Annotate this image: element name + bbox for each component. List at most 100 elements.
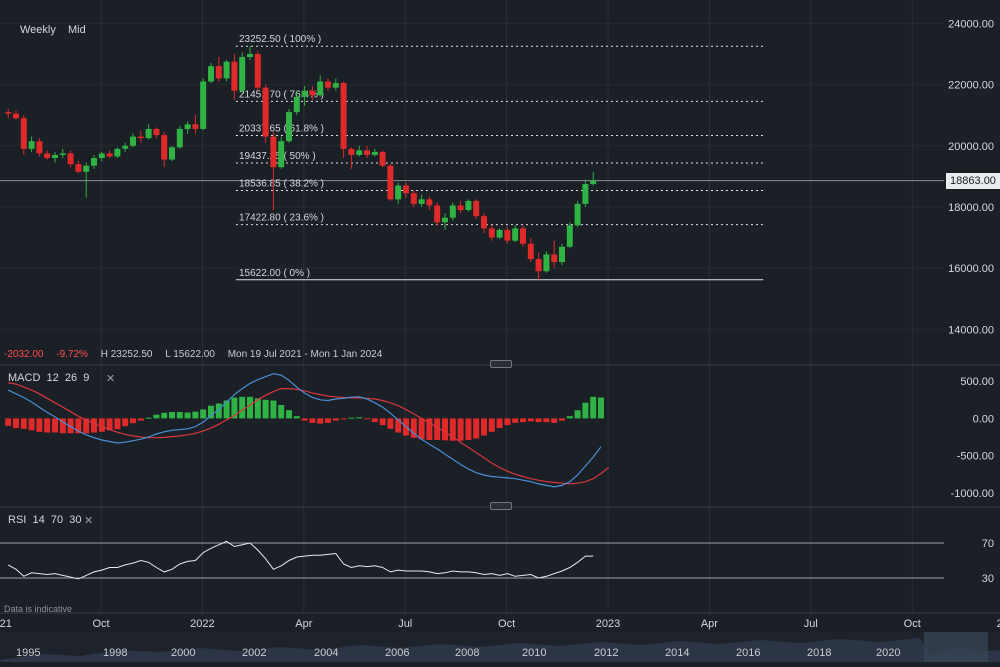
y-axis: 14000.00 16000.00 18000.00 20000.00 22000.00… [948, 18, 994, 585]
macd-histogram-bar [559, 418, 565, 421]
fib-level-label: 18536.85 ( 38.2% ) [239, 179, 324, 190]
navigator-bar[interactable]: 1995 1998 2000 2002 2004 2006 2008 2010 2012 2… [0, 632, 1000, 662]
candle [426, 196, 433, 211]
candle-body [574, 203, 581, 226]
rsi-y-tick-label: 30 [982, 573, 994, 585]
rsi-label: RSI 14 70 30 [8, 514, 82, 526]
navigator-window[interactable] [924, 632, 988, 662]
macd-histogram-bar [270, 400, 277, 419]
x-tick-label: Jul [398, 618, 412, 630]
price-type-button[interactable]: Mid [68, 24, 86, 36]
macd-histogram-bar [520, 418, 526, 423]
pane-resize-handle-rsi[interactable] [490, 502, 512, 510]
fibonacci-retracement: 23252.50 ( 100% ) 21451.70 ( 76.4% ) 20337… [235, 34, 764, 281]
candle-body [395, 185, 402, 200]
candle [114, 147, 121, 159]
fib-level-label: 21451.70 ( 76.4% ) [239, 89, 324, 100]
macd-histogram-bar [231, 397, 238, 419]
svg-text:2010: 2010 [522, 647, 546, 659]
candle-body [176, 128, 183, 148]
macd-y-tick-label: 500.00 [960, 376, 994, 388]
candle-body [200, 81, 207, 129]
pane-resize-handle-macd[interactable] [490, 360, 512, 368]
macd-histogram-bar [122, 418, 129, 427]
macd-histogram-bar [410, 418, 417, 438]
period-button[interactable]: Weekly [20, 24, 56, 36]
candle [20, 115, 27, 155]
macd-histogram-bar [192, 411, 199, 419]
x-tick-label: 2022 [190, 618, 214, 630]
candle [270, 132, 277, 211]
macd-line [7, 373, 602, 488]
macd-histogram-bar [208, 405, 214, 419]
macd-histogram-bar [488, 418, 495, 432]
macd-histogram-bar [20, 418, 27, 429]
candle [98, 151, 105, 162]
macd-histogram-bar [473, 418, 480, 439]
candle-body [20, 118, 27, 149]
candle [215, 57, 222, 82]
candle [340, 81, 347, 159]
price-y-tick-label: 24000.00 [948, 18, 994, 30]
macd-histogram-bar [75, 418, 82, 434]
candle-body [122, 145, 129, 149]
svg-text:2000: 2000 [171, 647, 195, 659]
candle [293, 90, 300, 116]
candle-body [543, 254, 550, 272]
macd-histogram-bar [215, 403, 222, 419]
x-tick-label: Oct [92, 618, 109, 630]
macd-y-tick-label: 0.00 [973, 413, 994, 425]
macd-histogram-bar [28, 418, 35, 431]
macd-histogram-bar [535, 418, 542, 423]
macd-histogram-bar [239, 396, 246, 419]
svg-text:2002: 2002 [242, 647, 266, 659]
macd-close-icon[interactable]: ✕ [106, 373, 116, 385]
chart-canvas[interactable]: 23252.50 ( 100% ) 21451.70 ( 76.4% ) 20337… [0, 0, 1000, 632]
price-y-tick-label: 20000.00 [948, 141, 994, 153]
macd-histogram-bar [340, 418, 347, 420]
fib-level-label: 15622.00 ( 0% ) [239, 268, 310, 279]
macd-histogram-bar [13, 418, 19, 429]
macd-histogram-bar [262, 399, 269, 419]
macd-histogram-bar [496, 418, 503, 429]
candle [332, 78, 339, 91]
candle [247, 46, 253, 61]
macd-histogram-bar [590, 396, 597, 419]
candle [169, 145, 175, 162]
candle [52, 151, 58, 163]
candle [36, 138, 43, 157]
rsi-close-icon[interactable]: ✕ [84, 515, 94, 527]
candle-body [488, 228, 495, 238]
fib-level-label: 17422.80 ( 23.6% ) [239, 213, 324, 224]
rsi-pane [0, 540, 944, 580]
candle [13, 110, 19, 120]
candle-body [520, 228, 526, 244]
macd-histogram-bar [286, 410, 292, 419]
macd-histogram-bar [44, 418, 51, 433]
price-y-tick-label: 22000.00 [948, 80, 994, 92]
svg-text:2008: 2008 [455, 647, 479, 659]
candle [566, 222, 573, 249]
price-y-tick-label: 18000.00 [948, 202, 994, 214]
fib-level-label: 23252.50 ( 100% ) [239, 34, 321, 45]
candle-body [262, 87, 269, 137]
candle-body [13, 113, 19, 119]
candle [262, 84, 269, 143]
candle [395, 182, 402, 204]
candle [325, 78, 331, 91]
macd-histogram-bar [527, 418, 534, 422]
candle-body [98, 153, 105, 159]
candle [527, 237, 534, 263]
macd-histogram-bar [426, 418, 433, 440]
candle-body [309, 90, 316, 96]
navigator-canvas[interactable]: 1995 1998 2000 2002 2004 2006 2008 2010 2012 2… [0, 632, 1000, 662]
candle-body [5, 112, 12, 114]
macd-histogram-bar [348, 417, 355, 419]
macd-histogram-bar [91, 418, 97, 433]
candle-body [278, 141, 285, 168]
rsi-line [7, 540, 594, 580]
x-tick-label: 202 [997, 618, 1000, 630]
candle-body [403, 185, 409, 194]
candle-body [364, 150, 370, 155]
candle-body [371, 151, 378, 155]
